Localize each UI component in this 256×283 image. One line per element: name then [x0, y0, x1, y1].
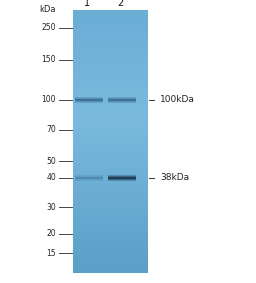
FancyBboxPatch shape: [75, 177, 103, 178]
FancyBboxPatch shape: [75, 175, 103, 176]
Text: 20: 20: [46, 230, 56, 239]
FancyBboxPatch shape: [75, 100, 103, 102]
Text: 2: 2: [117, 0, 123, 8]
Text: 15: 15: [46, 248, 56, 258]
FancyBboxPatch shape: [108, 177, 136, 179]
FancyBboxPatch shape: [75, 99, 103, 101]
FancyBboxPatch shape: [108, 100, 136, 101]
FancyBboxPatch shape: [108, 97, 136, 98]
FancyBboxPatch shape: [75, 97, 103, 99]
FancyBboxPatch shape: [108, 179, 136, 181]
FancyBboxPatch shape: [108, 99, 136, 100]
FancyBboxPatch shape: [108, 176, 136, 178]
FancyBboxPatch shape: [108, 177, 136, 178]
FancyBboxPatch shape: [75, 102, 103, 103]
Text: 50: 50: [46, 156, 56, 166]
FancyBboxPatch shape: [108, 180, 136, 181]
Text: 250: 250: [41, 23, 56, 33]
Text: kDa: kDa: [39, 5, 56, 14]
FancyBboxPatch shape: [75, 178, 103, 180]
FancyBboxPatch shape: [108, 98, 136, 100]
FancyBboxPatch shape: [108, 175, 136, 177]
Text: 70: 70: [46, 125, 56, 134]
FancyBboxPatch shape: [75, 176, 103, 178]
FancyBboxPatch shape: [75, 101, 103, 102]
Text: 1: 1: [84, 0, 90, 8]
FancyBboxPatch shape: [108, 99, 136, 101]
Text: 38kDa: 38kDa: [160, 173, 189, 183]
FancyBboxPatch shape: [75, 100, 103, 101]
FancyBboxPatch shape: [108, 102, 136, 103]
Text: 100kDa: 100kDa: [160, 95, 195, 104]
Text: 30: 30: [46, 203, 56, 211]
FancyBboxPatch shape: [108, 101, 136, 102]
FancyBboxPatch shape: [108, 178, 136, 180]
FancyBboxPatch shape: [108, 100, 136, 102]
FancyBboxPatch shape: [75, 177, 103, 179]
Text: 40: 40: [46, 173, 56, 183]
FancyBboxPatch shape: [75, 180, 103, 181]
FancyBboxPatch shape: [75, 179, 103, 181]
Text: 150: 150: [41, 55, 56, 65]
Text: 100: 100: [41, 95, 56, 104]
FancyBboxPatch shape: [108, 97, 136, 99]
FancyBboxPatch shape: [75, 99, 103, 100]
FancyBboxPatch shape: [75, 177, 103, 179]
FancyBboxPatch shape: [108, 175, 136, 176]
FancyBboxPatch shape: [108, 177, 136, 179]
FancyBboxPatch shape: [75, 175, 103, 177]
FancyBboxPatch shape: [75, 97, 103, 98]
FancyBboxPatch shape: [75, 98, 103, 100]
